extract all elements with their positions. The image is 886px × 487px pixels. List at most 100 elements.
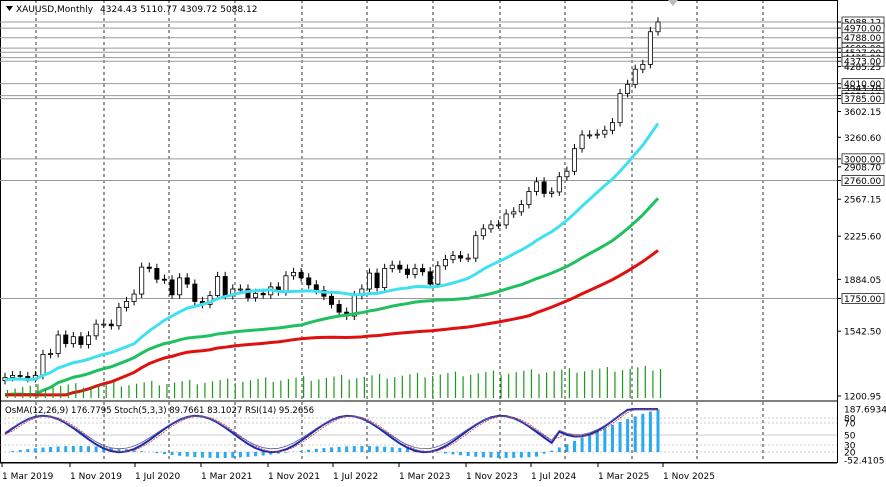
price-label-8: 4010.00 <box>844 80 881 90</box>
candle <box>275 282 281 296</box>
ind-scale-6: -52.4105 <box>844 457 884 467</box>
candle <box>146 262 152 273</box>
candle <box>442 254 448 270</box>
candle <box>534 177 540 196</box>
time-label-0: 1 Mar 2019 <box>2 472 54 482</box>
time-label-8: 1 Jul 2024 <box>531 472 576 482</box>
chart-frame <box>0 0 838 463</box>
time-label-2: 1 Jul 2020 <box>135 472 180 482</box>
candle <box>518 199 524 216</box>
candle <box>139 262 145 298</box>
candle <box>359 284 365 300</box>
candle <box>291 267 297 280</box>
price-label-12: 3602.15 <box>844 108 881 118</box>
candle <box>465 253 471 263</box>
candle <box>192 279 198 306</box>
candle <box>564 166 570 181</box>
candle <box>473 231 479 263</box>
time-label-1: 1 Nov 2019 <box>70 472 122 482</box>
price-label-9: 3943.70 <box>844 85 881 95</box>
candle <box>617 88 623 127</box>
level-box <box>841 55 885 67</box>
price-label-18: 2225.60 <box>844 233 881 243</box>
ind-scale-5: 20 <box>844 449 856 459</box>
ohlc-label: 4324.43 5110.77 4309.72 5088.12 <box>100 5 257 15</box>
candle <box>382 263 388 292</box>
candle <box>298 267 304 282</box>
candle <box>655 17 661 36</box>
candle <box>427 267 433 288</box>
candle <box>123 296 129 312</box>
time-label-3: 1 Mar 2021 <box>201 472 252 482</box>
candle <box>496 220 502 229</box>
level-box <box>841 78 885 90</box>
time-label-6: 1 Mar 2023 <box>399 472 450 482</box>
candle <box>609 118 615 135</box>
candle <box>480 224 486 240</box>
price-label-21: 1542.50 <box>844 328 881 338</box>
ind-scale-4: 30 <box>844 442 856 452</box>
candle <box>101 319 107 329</box>
indicator-label: OsMA(12,26,9) 176.7795 Stoch(5,3,3) 89.7… <box>5 406 314 416</box>
price-label-7: 4285.25 <box>844 63 881 73</box>
time-label-4: 1 Nov 2021 <box>268 472 320 482</box>
ma-fast-line <box>4 122 660 382</box>
candle <box>556 172 562 196</box>
candle <box>328 291 334 309</box>
candle <box>86 331 92 349</box>
candle <box>526 186 532 209</box>
price-label-2: 4788.00 <box>844 34 881 44</box>
candle <box>366 268 372 293</box>
shift-marker-icon[interactable] <box>668 0 678 6</box>
ma-slow-line <box>5 249 659 397</box>
candle <box>587 130 593 139</box>
time-label-7: 1 Nov 2023 <box>466 472 518 482</box>
time-label-10: 1 Nov 2025 <box>663 472 715 482</box>
candle <box>511 207 517 218</box>
price-label-13: 3260.60 <box>844 134 881 144</box>
candle <box>579 130 585 153</box>
candle <box>625 79 631 98</box>
candle <box>374 268 380 292</box>
price-label-20: 1750.00 <box>844 295 881 305</box>
ind-scale-0: 187.6934 <box>844 406 886 416</box>
candle <box>389 260 395 273</box>
candle <box>420 263 426 276</box>
candle <box>184 273 190 288</box>
candle <box>70 332 76 348</box>
price-label-17: 2567.15 <box>844 196 881 206</box>
candle <box>93 319 99 340</box>
rsi-line <box>4 409 658 450</box>
candle <box>602 125 608 139</box>
candle <box>435 261 441 288</box>
candle <box>245 284 251 302</box>
chevron-down-icon[interactable] <box>6 6 13 11</box>
symbol-label: XAUUSD,Monthly <box>16 5 94 15</box>
candle <box>647 27 653 69</box>
price-label-6: 4373.00 <box>844 58 881 68</box>
candle <box>207 290 213 309</box>
candle <box>336 299 342 317</box>
candle <box>397 260 403 274</box>
candle <box>594 129 600 139</box>
price-label-14: 3000.00 <box>844 155 881 165</box>
candle <box>169 275 175 299</box>
ind-scale-3: 50 <box>844 432 856 442</box>
candle <box>549 187 555 198</box>
time-label-9: 1 Mar 2025 <box>598 472 649 482</box>
level-box <box>841 293 885 304</box>
candle <box>154 263 160 284</box>
price-label-22: 1200.95 <box>844 393 881 403</box>
level-box <box>841 32 885 44</box>
stoch-signal-line <box>4 408 658 453</box>
candle <box>488 220 494 233</box>
candle <box>503 209 509 229</box>
candle <box>78 332 84 349</box>
price-label-15: 2908.70 <box>844 163 881 173</box>
candle <box>571 144 577 176</box>
candle <box>177 273 183 299</box>
candle <box>632 64 638 89</box>
ind-scale-1: 80 <box>844 415 856 425</box>
